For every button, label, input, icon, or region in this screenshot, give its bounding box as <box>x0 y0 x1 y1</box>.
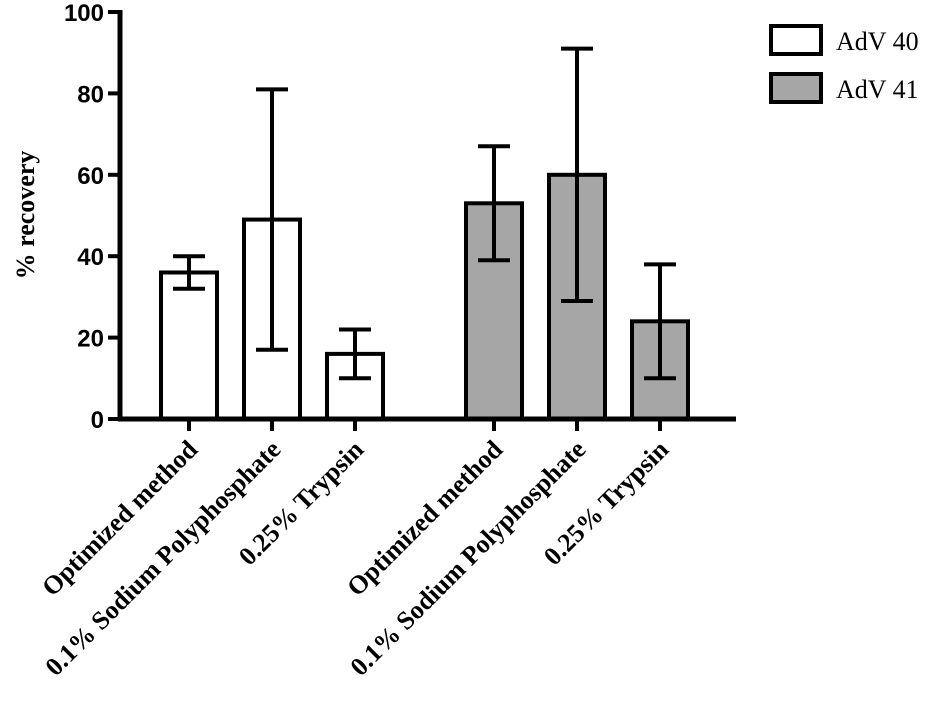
y-tick-label: 80 <box>77 81 104 108</box>
axes-layer <box>117 10 736 422</box>
bar <box>159 270 219 422</box>
y-tick-label: 100 <box>64 0 104 27</box>
legend-label: AdV 41 <box>836 75 919 104</box>
legend-swatch <box>769 72 823 104</box>
y-tick-label: 20 <box>77 326 104 353</box>
y-axis-title: % recovery <box>11 151 40 280</box>
y-ticks: 0 20 40 60 80 100 <box>64 0 120 434</box>
legend-label: AdV 40 <box>836 27 919 56</box>
legend: AdV 40 AdV 41 <box>769 24 919 104</box>
category-label: Optimized method <box>36 434 203 601</box>
y-tick-label: 40 <box>77 244 104 271</box>
bars-layer <box>159 46 690 422</box>
y-tick-label: 0 <box>91 407 104 434</box>
y-tick-label: 60 <box>77 163 104 190</box>
legend-swatch <box>769 24 823 56</box>
category-label: Optimized method <box>341 434 508 601</box>
